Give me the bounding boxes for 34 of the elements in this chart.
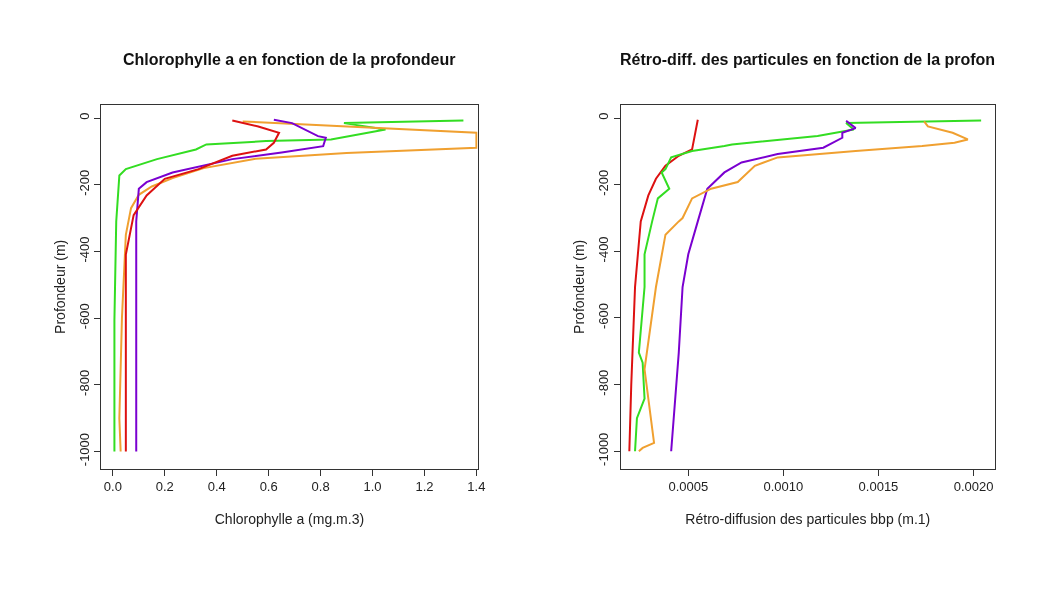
x-tick-label: 1.4 bbox=[467, 479, 486, 495]
y-tick-label: 0 bbox=[596, 112, 612, 120]
x-axis-title: Rétro-diffusion des particules bbp (m.1) bbox=[685, 510, 931, 527]
y-tick-label: -400 bbox=[76, 236, 92, 263]
y-tick-label: -1000 bbox=[596, 432, 612, 466]
x-tick-label: 1.2 bbox=[415, 479, 434, 495]
line-series bbox=[124, 119, 281, 453]
y-tick-label: -1000 bbox=[76, 432, 92, 467]
x-tick-label: 0.4 bbox=[207, 479, 226, 495]
x-tick-label: 0.8 bbox=[311, 479, 330, 495]
y-tick-label: -800 bbox=[596, 369, 612, 396]
y-tick-label: -200 bbox=[596, 169, 612, 196]
chart-title: Rétro-diff. des particules en fonction de la profon bbox=[620, 51, 996, 68]
y-tick-label: -800 bbox=[76, 369, 92, 396]
x-tick-label: 0.0015 bbox=[858, 479, 899, 495]
line-series bbox=[628, 118, 699, 453]
x-tick-label: 0.0 bbox=[103, 479, 122, 495]
y-axis-title: Profondeur (m) bbox=[51, 239, 68, 334]
y-tick-label: -400 bbox=[596, 236, 612, 263]
y-axis-title: Profondeur (m) bbox=[570, 239, 587, 334]
x-tick-label: 1.0 bbox=[363, 479, 382, 495]
x-tick-label: 0.0005 bbox=[668, 479, 709, 495]
y-tick-label: 0 bbox=[76, 112, 92, 120]
line-series bbox=[670, 119, 857, 453]
x-tick-label: 0.0020 bbox=[953, 479, 994, 495]
y-tick-label: -200 bbox=[76, 169, 92, 196]
line-series bbox=[135, 118, 327, 453]
y-tick-label: -600 bbox=[596, 303, 612, 330]
x-tick-label: 0.6 bbox=[259, 479, 278, 495]
x-tick-label: 0.0010 bbox=[763, 479, 804, 495]
x-tick-label: 0.2 bbox=[155, 479, 174, 495]
y-tick-label: -600 bbox=[76, 303, 92, 330]
x-axis-title: Chlorophylle a (mg.m.3) bbox=[214, 510, 365, 527]
chart-title: Chlorophylle a en fonction de la profondeur bbox=[123, 51, 456, 68]
